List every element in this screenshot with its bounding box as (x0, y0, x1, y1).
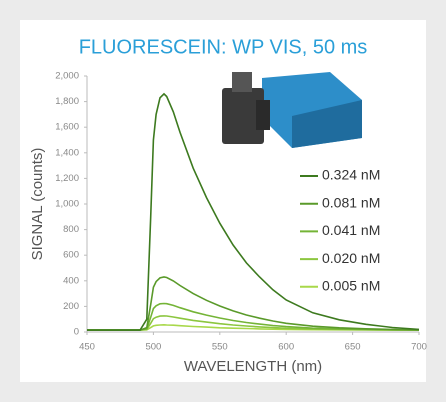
y-tick-label: 0 (74, 327, 79, 338)
x-tick-label: 650 (345, 342, 361, 353)
y-tick-label: 1,400 (55, 147, 79, 158)
y-tick-label: 1,800 (55, 96, 79, 107)
x-tick-label: 500 (145, 342, 161, 353)
y-tick-label: 1,600 (55, 122, 79, 133)
chart: FLUORESCEIN: WP VIS, 50 ms WAVELENGTH (n… (0, 0, 446, 402)
y-tick-label: 200 (63, 301, 79, 312)
x-tick-label: 550 (212, 342, 228, 353)
y-tick-label: 2,000 (55, 71, 79, 82)
legend-label: 0.005 nM (322, 278, 380, 294)
chart-title: FLUORESCEIN: WP VIS, 50 ms (79, 36, 368, 58)
y-tick-label: 1,000 (55, 199, 79, 210)
legend-label: 0.081 nM (322, 194, 380, 210)
y-tick-label: 1,200 (55, 173, 79, 184)
y-tick-label: 400 (63, 275, 79, 286)
x-tick-label: 450 (79, 342, 95, 353)
product-image (222, 72, 362, 148)
x-tick-label: 700 (411, 342, 427, 353)
y-axis-title: SIGNAL (counts) (29, 148, 46, 261)
y-tick-label: 800 (63, 224, 79, 235)
x-tick-label: 600 (278, 342, 294, 353)
legend-label: 0.020 nM (322, 250, 380, 266)
y-tick-label: 600 (63, 250, 79, 261)
legend-label: 0.324 nM (322, 167, 380, 183)
x-axis-title: WAVELENGTH (nm) (184, 358, 322, 375)
legend-label: 0.041 nM (322, 222, 380, 238)
